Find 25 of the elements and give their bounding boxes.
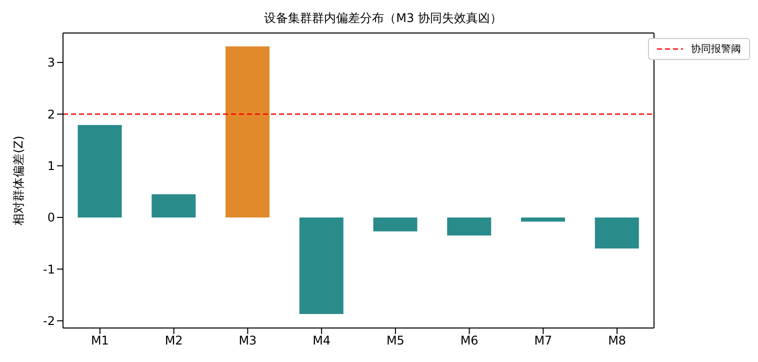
y-tick-label: 2 xyxy=(47,107,55,122)
bar xyxy=(152,194,196,218)
x-tick-label: M6 xyxy=(460,334,478,348)
y-tick-label: 0 xyxy=(47,210,55,225)
y-tick-label: -1 xyxy=(43,262,55,276)
y-tick-label: 3 xyxy=(47,56,55,70)
bar xyxy=(299,217,344,314)
x-tick-label: M3 xyxy=(238,334,257,348)
y-axis-title: 相对群体偏差(Z) xyxy=(11,136,26,226)
x-tick-label: M5 xyxy=(386,334,404,348)
x-tick-label: M4 xyxy=(312,334,331,348)
bar xyxy=(521,217,566,222)
y-tick-label: 1 xyxy=(47,159,55,174)
bar xyxy=(78,124,122,218)
x-tick-label: M2 xyxy=(164,334,183,348)
x-tick-label: M1 xyxy=(90,334,109,348)
bar xyxy=(226,46,270,218)
y-tick-label: -2 xyxy=(43,314,55,328)
chart-title: 设备集群群内偏差分布（M3 协同失效真凶） xyxy=(263,10,503,27)
x-tick-label: M7 xyxy=(534,334,552,348)
bar xyxy=(594,217,639,248)
bar xyxy=(373,217,418,232)
legend-label: 协同报警阈 xyxy=(691,42,741,56)
bar xyxy=(447,217,492,236)
x-tick-label: M8 xyxy=(608,334,626,348)
